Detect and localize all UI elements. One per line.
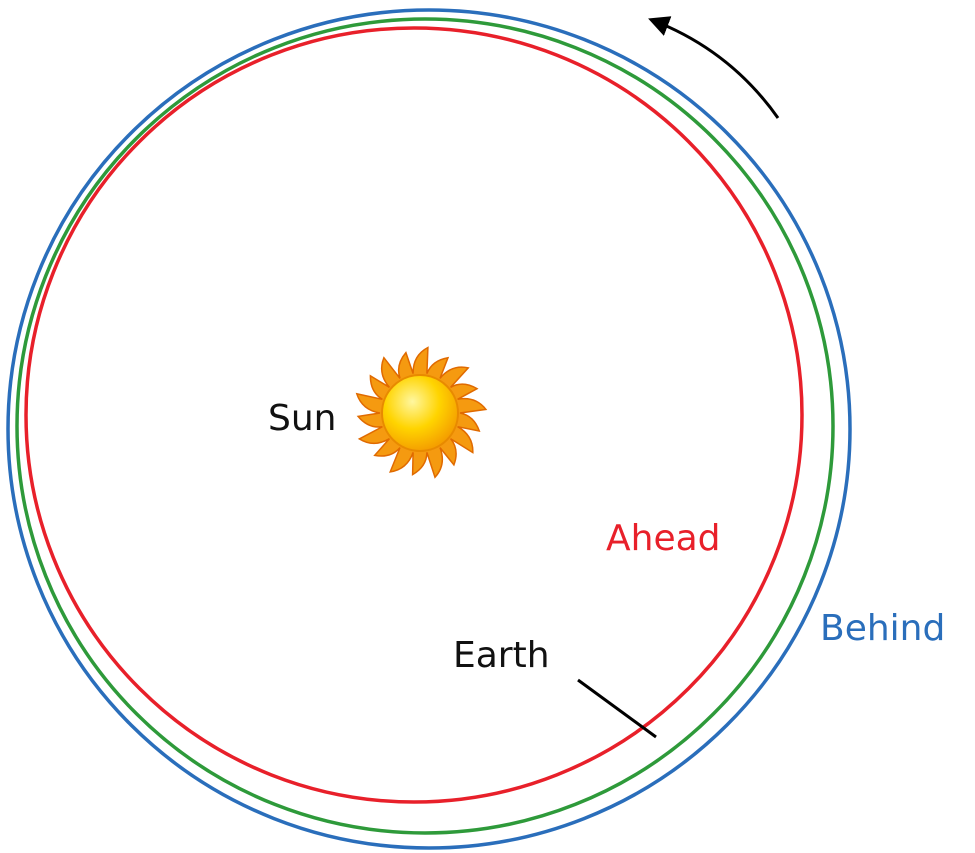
ahead-label: Ahead bbox=[606, 518, 721, 559]
ahead-orbit bbox=[24, 26, 804, 804]
behind-label: Behind bbox=[820, 608, 945, 649]
sun-label: Sun bbox=[268, 398, 336, 439]
behind-orbit bbox=[6, 8, 852, 850]
earth-pointer bbox=[577, 678, 657, 739]
earth-orbit bbox=[15, 17, 835, 835]
sun-core bbox=[381, 374, 459, 452]
earth-label: Earth bbox=[453, 635, 550, 676]
sun bbox=[355, 346, 488, 479]
direction-arrow bbox=[648, 16, 780, 119]
